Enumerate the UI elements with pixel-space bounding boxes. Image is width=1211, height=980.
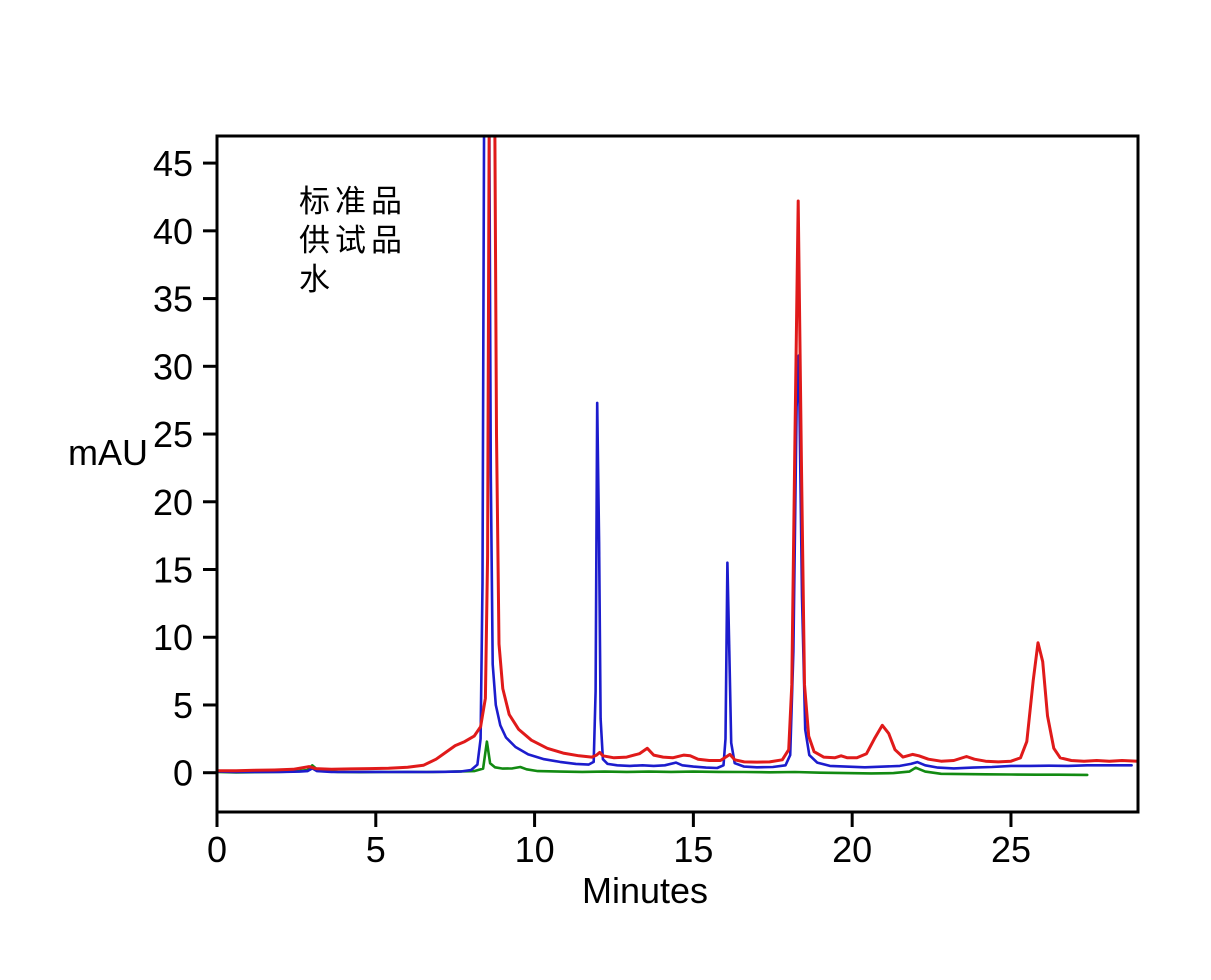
x-tick-label: 5: [366, 829, 386, 870]
legend-item-sample: 供试品: [299, 223, 407, 258]
y-tick-label: 20: [153, 482, 193, 523]
y-tick-label: 5: [173, 685, 193, 726]
x-tick-label: 10: [515, 829, 555, 870]
y-tick-label: 40: [153, 211, 193, 252]
y-tick-label: 0: [173, 753, 193, 794]
y-tick-label: 10: [153, 617, 193, 658]
x-tick-label: 0: [207, 829, 227, 870]
y-tick-label: 15: [153, 550, 193, 591]
y-tick-label: 25: [153, 414, 193, 455]
trace-sample: [217, 136, 1138, 773]
legend-item-water: 水: [299, 262, 335, 297]
y-tick-label: 35: [153, 279, 193, 320]
x-tick-label: 15: [673, 829, 713, 870]
y-tick-label: 30: [153, 346, 193, 387]
y-tick-label: 45: [153, 143, 193, 184]
x-tick-label: 20: [832, 829, 872, 870]
y-axis-title: mAU: [68, 432, 148, 473]
x-tick-label: 25: [991, 829, 1031, 870]
axis-tick-labels: 0 5 10 15 20 25 0 5 10 15 20 25 30 35 40 45: [153, 143, 1031, 870]
axis-ticks: [203, 161, 1013, 827]
legend-item-standard: 标准品: [299, 184, 407, 219]
trace-standard: [217, 136, 1133, 774]
legend: 标准品 供试品 水: [299, 184, 407, 297]
x-axis-title: Minutes: [581, 870, 709, 911]
traces-group: [217, 136, 1138, 777]
plot-border: [215, 134, 1140, 814]
